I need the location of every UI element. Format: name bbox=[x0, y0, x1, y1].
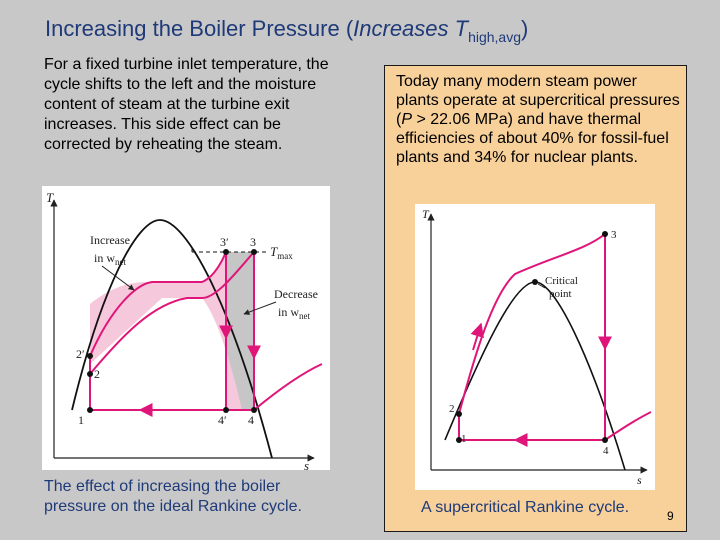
increase-label-line1: Increase bbox=[90, 233, 130, 247]
svg-text:4: 4 bbox=[603, 445, 609, 457]
state-point-4 bbox=[602, 437, 608, 443]
right-figure-caption: A supercritical Rankine cycle. bbox=[421, 499, 630, 516]
critical-label-line2: point bbox=[549, 288, 572, 300]
slide-title: Increasing the Boiler Pressure (Increase… bbox=[45, 16, 529, 45]
state-point-3 bbox=[251, 249, 257, 255]
svg-text:2: 2 bbox=[94, 367, 100, 381]
svg-text:3′: 3′ bbox=[220, 235, 229, 249]
decrease-label-line2: in wnet bbox=[278, 305, 310, 321]
svg-text:4: 4 bbox=[248, 413, 254, 427]
saturation-dome bbox=[444, 281, 626, 471]
supercritical-ts-diagram: T s 1 2 3 4 Critical point bbox=[415, 204, 655, 490]
left-figure-caption: The effect of increasing the boiler pres… bbox=[44, 478, 302, 515]
state-point-4 bbox=[251, 407, 257, 413]
decrease-label-line1: Decrease bbox=[274, 287, 318, 301]
left-paragraph: For a fixed turbine inlet temperature, t… bbox=[44, 56, 329, 153]
increase-region bbox=[90, 252, 242, 410]
svg-text:3: 3 bbox=[250, 235, 256, 249]
increase-label-line2: in wnet bbox=[94, 251, 126, 267]
state-point-4p bbox=[223, 407, 229, 413]
state-point-3p bbox=[223, 249, 229, 255]
supercritical-cycle bbox=[458, 231, 606, 441]
page-number: 9 bbox=[667, 509, 674, 523]
state-point-3 bbox=[602, 231, 608, 237]
t-axis-label: T bbox=[422, 207, 430, 221]
svg-text:4′: 4′ bbox=[218, 413, 227, 427]
state-point-2p bbox=[87, 353, 93, 359]
saturation-dome bbox=[71, 219, 273, 459]
cycle-high-pressure bbox=[89, 251, 227, 410]
critical-label-line1: Critical bbox=[545, 275, 578, 287]
s-axis-label: s bbox=[304, 458, 309, 470]
cycle-base bbox=[89, 249, 255, 411]
state-point-2 bbox=[87, 371, 93, 377]
t-axis-label: T bbox=[46, 190, 54, 205]
state-point-1 bbox=[87, 407, 93, 413]
critical-point bbox=[532, 279, 538, 285]
svg-text:3: 3 bbox=[611, 229, 617, 241]
superheat-curve bbox=[604, 411, 652, 441]
boiler-pressure-ts-diagram: T s 1 2 2′ 3′ 3 4′ 4 Tma bbox=[42, 186, 330, 470]
svg-text:1: 1 bbox=[461, 433, 467, 445]
svg-text:2′: 2′ bbox=[76, 347, 85, 361]
right-paragraph: Today many modern steam power plants ope… bbox=[396, 73, 680, 166]
state-point-2 bbox=[456, 411, 462, 417]
state-point-1 bbox=[456, 437, 462, 443]
svg-text:1: 1 bbox=[78, 413, 84, 427]
s-axis-label: s bbox=[637, 473, 642, 487]
svg-text:2: 2 bbox=[449, 403, 455, 415]
superheat-curve bbox=[253, 363, 323, 411]
tmax-label: Tmax bbox=[270, 244, 293, 261]
